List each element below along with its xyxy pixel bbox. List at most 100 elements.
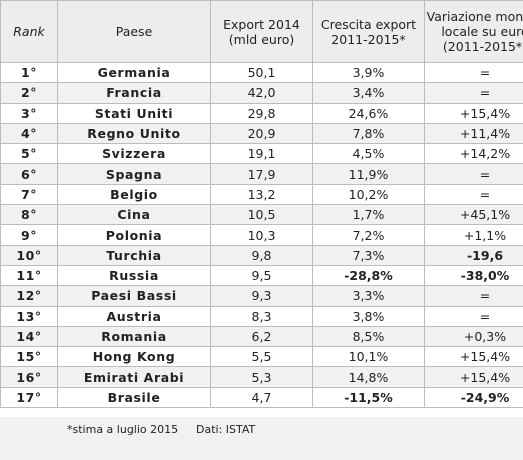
table-header: Rank Paese Export 2014 (mld euro) Cresci… bbox=[0, 0, 523, 63]
rank-cell: 14° bbox=[0, 325, 58, 348]
country-cell: Romania bbox=[57, 325, 211, 348]
growth-cell: -11,5% bbox=[312, 386, 425, 409]
currency-cell: = bbox=[424, 285, 523, 307]
header-export-line1: Export 2014 bbox=[223, 16, 300, 32]
country-cell: Hong Kong bbox=[57, 346, 211, 368]
country-cell: Belgio bbox=[57, 183, 211, 206]
rank-cell: 7° bbox=[0, 183, 58, 206]
export-cell: 9,5 bbox=[210, 264, 313, 287]
table-row: 13° Austria 8,3 3,8% = bbox=[0, 305, 523, 327]
table-row: 4° Regno Unito 20,9 7,8% +11,4% bbox=[0, 122, 523, 145]
country-cell: Brasile bbox=[57, 386, 211, 409]
export-cell: 8,3 bbox=[210, 305, 313, 327]
table-footer: *stima a luglio 2015 Dati: ISTAT bbox=[0, 417, 523, 460]
growth-cell: 10,2% bbox=[312, 183, 425, 206]
growth-cell: 3,9% bbox=[312, 61, 425, 84]
currency-cell: +0,3% bbox=[424, 325, 523, 348]
currency-cell: = bbox=[424, 183, 523, 206]
header-growth-line1: Crescita export bbox=[320, 16, 417, 32]
growth-cell: 4,5% bbox=[312, 143, 425, 165]
country-cell: Stati Uniti bbox=[57, 102, 211, 124]
table-row: 3° Stati Uniti 29,8 24,6% +15,4% bbox=[0, 102, 523, 124]
currency-cell: +15,4% bbox=[424, 366, 523, 388]
rank-cell: 5° bbox=[0, 143, 58, 165]
header-row: Rank Paese Export 2014 (mld euro) Cresci… bbox=[0, 0, 523, 63]
rank-cell: 16° bbox=[0, 366, 58, 388]
rank-cell: 6° bbox=[0, 163, 58, 185]
table-row: 14° Romania 6,2 8,5% +0,3% bbox=[0, 325, 523, 348]
header-currency-line1: Variazione moneta bbox=[426, 9, 523, 24]
currency-cell: +14,2% bbox=[424, 143, 523, 165]
currency-cell: -19,6 bbox=[424, 244, 523, 266]
table-row: 12° Paesi Bassi 9,3 3,3% = bbox=[0, 285, 523, 307]
rank-cell: 8° bbox=[0, 204, 58, 226]
table-row: 7° Belgio 13,2 10,2% = bbox=[0, 183, 523, 206]
currency-cell: -38,0% bbox=[424, 264, 523, 287]
country-cell: Austria bbox=[57, 305, 211, 327]
growth-cell: 3,4% bbox=[312, 82, 425, 104]
footnote: *stima a luglio 2015 bbox=[67, 423, 179, 436]
growth-cell: 1,7% bbox=[312, 204, 425, 226]
export-cell: 6,2 bbox=[210, 325, 313, 348]
currency-cell: = bbox=[424, 61, 523, 84]
table-row: 17° Brasile 4,7 -11,5% -24,9% bbox=[0, 386, 523, 409]
growth-cell: 14,8% bbox=[312, 366, 425, 388]
header-growth: Crescita export 2011-2015* bbox=[312, 0, 425, 63]
rank-cell: 12° bbox=[0, 285, 58, 307]
country-cell: Regno Unito bbox=[57, 122, 211, 145]
rank-cell: 9° bbox=[0, 224, 58, 246]
growth-cell: 10,1% bbox=[312, 346, 425, 368]
header-currency-line2: locale su euro bbox=[441, 24, 523, 39]
export-cell: 5,3 bbox=[210, 366, 313, 388]
rank-cell: 13° bbox=[0, 305, 58, 327]
growth-cell: 8,5% bbox=[312, 325, 425, 348]
export-cell: 42,0 bbox=[210, 82, 313, 104]
table-row: 8° Cina 10,5 1,7% +45,1% bbox=[0, 204, 523, 226]
growth-cell: 11,9% bbox=[312, 163, 425, 185]
rank-cell: 15° bbox=[0, 346, 58, 368]
country-cell: Turchia bbox=[57, 244, 211, 266]
country-cell: Francia bbox=[57, 82, 211, 104]
table-row: 2° Francia 42,0 3,4% = bbox=[0, 82, 523, 104]
country-cell: Spagna bbox=[57, 163, 211, 185]
header-country: Paese bbox=[57, 0, 211, 63]
country-cell: Cina bbox=[57, 204, 211, 226]
export-cell: 4,7 bbox=[210, 386, 313, 409]
export-cell: 5,5 bbox=[210, 346, 313, 368]
rank-cell: 10° bbox=[0, 244, 58, 266]
rank-cell: 2° bbox=[0, 82, 58, 104]
table-row: 10° Turchia 9,8 7,3% -19,6 bbox=[0, 244, 523, 266]
export-cell: 29,8 bbox=[210, 102, 313, 124]
country-cell: Paesi Bassi bbox=[57, 285, 211, 307]
growth-cell: 24,6% bbox=[312, 102, 425, 124]
rank-cell: 4° bbox=[0, 122, 58, 145]
header-currency: Variazione moneta locale su euro (2011-2… bbox=[424, 0, 523, 63]
table-row: 5° Svizzera 19,1 4,5% +14,2% bbox=[0, 143, 523, 165]
table-row: 1° Germania 50,1 3,9% = bbox=[0, 61, 523, 84]
currency-cell: = bbox=[424, 305, 523, 327]
currency-cell: +11,4% bbox=[424, 122, 523, 145]
header-export-line2: (mld euro) bbox=[228, 31, 295, 47]
currency-cell: +1,1% bbox=[424, 224, 523, 246]
table-row: 6° Spagna 17,9 11,9% = bbox=[0, 163, 523, 185]
rank-cell: 11° bbox=[0, 264, 58, 287]
growth-cell: 7,8% bbox=[312, 122, 425, 145]
export-cell: 50,1 bbox=[210, 61, 313, 84]
header-rank: Rank bbox=[0, 0, 58, 63]
currency-cell: = bbox=[424, 82, 523, 104]
export-cell: 9,8 bbox=[210, 244, 313, 266]
growth-cell: 3,8% bbox=[312, 305, 425, 327]
table-row: 15° Hong Kong 5,5 10,1% +15,4% bbox=[0, 346, 523, 368]
rank-cell: 3° bbox=[0, 102, 58, 124]
export-cell: 19,1 bbox=[210, 143, 313, 165]
export-cell: 9,3 bbox=[210, 285, 313, 307]
currency-cell: -24,9% bbox=[424, 386, 523, 409]
growth-cell: 7,3% bbox=[312, 244, 425, 266]
rank-cell: 17° bbox=[0, 386, 58, 409]
currency-cell: +45,1% bbox=[424, 204, 523, 226]
country-cell: Emirati Arabi bbox=[57, 366, 211, 388]
data-source: Dati: ISTAT bbox=[196, 423, 256, 436]
table-row: 16° Emirati Arabi 5,3 14,8% +15,4% bbox=[0, 366, 523, 388]
export-cell: 13,2 bbox=[210, 183, 313, 206]
